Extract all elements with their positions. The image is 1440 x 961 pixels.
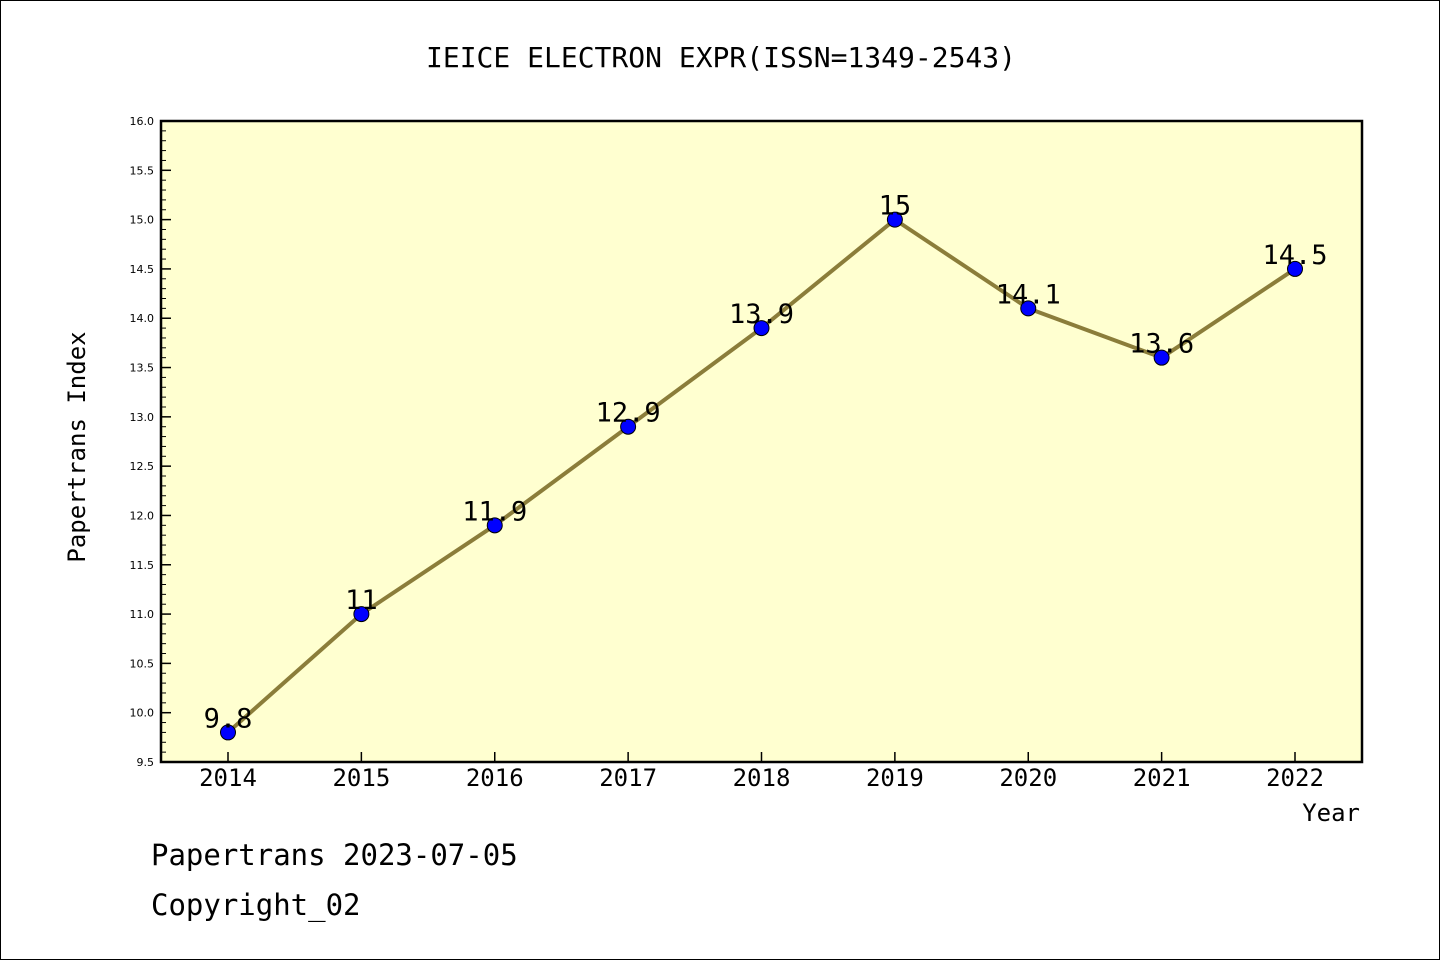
plot-border — [159, 119, 1364, 764]
data-label: 13.6 — [1129, 329, 1194, 360]
data-label: 15 — [879, 191, 912, 222]
x-tick-label: 2019 — [866, 764, 924, 792]
data-point — [353, 606, 370, 623]
y-tick-label: 12.5 — [130, 460, 155, 473]
source-date-note: Papertrans 2023-07-05 — [151, 838, 518, 872]
x-axis-label: Year — [1302, 799, 1360, 827]
y-tick-label: 13.0 — [130, 411, 155, 424]
copyright-note: Copyright_02 — [151, 888, 361, 923]
data-label: 9.8 — [204, 703, 253, 734]
data-label: 13.9 — [729, 299, 794, 330]
data-point — [1020, 300, 1037, 317]
x-tick-label: 2022 — [1266, 764, 1324, 792]
data-point — [886, 211, 903, 228]
y-tick-label: 9.5 — [137, 756, 155, 769]
y-tick-label: 11.0 — [130, 608, 155, 621]
y-axis-label: Papertrans Index — [63, 331, 91, 562]
data-point — [1287, 260, 1303, 277]
data-label: 12.9 — [596, 398, 661, 429]
data-point — [1153, 349, 1170, 366]
x-tick-label: 2014 — [199, 764, 257, 792]
y-tick-label: 16.0 — [130, 115, 155, 128]
y-tick-label: 12.0 — [130, 509, 155, 522]
data-point — [220, 724, 236, 741]
data-label: 14.5 — [1262, 240, 1327, 271]
data-label: 14.1 — [996, 279, 1061, 310]
y-tick-label: 15.5 — [130, 164, 155, 177]
y-tick-label: 11.5 — [130, 559, 155, 572]
x-tick-label: 2017 — [599, 764, 657, 792]
y-tick-label: 10.5 — [130, 657, 155, 670]
data-point — [620, 418, 637, 435]
data-labels: 9.8 11 11.9 12.9 13.9 15 14.1 13.6 14.5 — [204, 191, 1328, 735]
y-tick-label: 10.0 — [130, 707, 155, 720]
series-markers — [220, 211, 1303, 741]
x-axis-ticks: 2014 2015 2016 2017 2018 2019 2020 2021 2022 — [199, 752, 1324, 792]
x-tick-label: 2016 — [466, 764, 524, 792]
x-tick-label: 2015 — [332, 764, 390, 792]
data-point — [753, 320, 770, 337]
plot-area — [161, 121, 1362, 762]
x-tick-label: 2020 — [999, 764, 1057, 792]
y-tick-label: 14.5 — [130, 263, 155, 276]
chart-title: IEICE ELECTRON EXPR(ISSN=1349-2543) — [426, 41, 1016, 74]
data-label: 11 — [345, 585, 378, 616]
data-label: 11.9 — [462, 496, 527, 527]
y-tick-label: 13.5 — [130, 362, 155, 375]
y-axis-ticks: 9.5 10.0 10.5 11.0 11.5 12.0 12.5 13.0 13.5 14.0 1… — [130, 115, 171, 769]
x-tick-label: 2018 — [733, 764, 791, 792]
x-tick-label: 2021 — [1133, 764, 1191, 792]
y-tick-label: 15.0 — [130, 214, 155, 227]
y-tick-label: 14.0 — [130, 312, 155, 325]
data-point — [486, 517, 503, 534]
